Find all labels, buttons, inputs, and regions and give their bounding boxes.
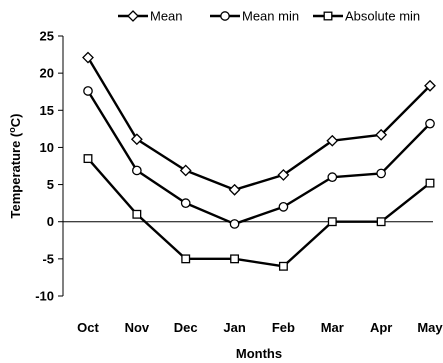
series-mean-min — [83, 86, 435, 229]
data-point — [181, 254, 191, 264]
x-tick-label: Nov — [125, 320, 150, 335]
data-point — [83, 86, 93, 96]
x-tick-label: Mar — [321, 320, 344, 335]
data-point — [278, 261, 288, 271]
y-tick-label: 20 — [40, 66, 54, 81]
y-tick-label: 15 — [40, 103, 54, 118]
y-axis: 25 20 15 10 5 0 -5 -10 — [35, 29, 64, 304]
data-point — [327, 172, 338, 182]
x-tick-label: Jan — [223, 320, 245, 335]
x-tick-label: Apr — [370, 320, 392, 335]
legend-label: Absolute min — [345, 9, 420, 24]
y-axis-title: Temperature (oC) — [7, 114, 23, 219]
data-point — [228, 183, 241, 196]
data-point — [179, 164, 192, 177]
data-point — [82, 51, 94, 64]
legend-label: Mean min — [242, 9, 299, 24]
legend-marker — [127, 10, 139, 22]
data-point — [230, 254, 240, 264]
data-point — [425, 118, 435, 129]
y-tick-label: 10 — [40, 140, 54, 155]
data-point — [132, 209, 142, 219]
series-line — [86, 56, 431, 191]
legend-item: Mean min — [210, 9, 299, 24]
data-point — [376, 217, 386, 227]
series-line — [86, 90, 431, 226]
legend: Mean Mean min Absolute min — [118, 9, 420, 24]
x-tick-label: Oct — [77, 320, 99, 335]
x-tick-label: Dec — [174, 320, 198, 335]
data-point — [375, 128, 388, 141]
legend-marker — [323, 11, 333, 21]
legend-marker — [220, 11, 230, 21]
x-axis-title: Months — [236, 346, 282, 361]
legend-label: Mean — [150, 9, 183, 24]
series-mean — [82, 51, 436, 196]
x-tick-label: Feb — [272, 320, 295, 335]
y-tick-label: 5 — [47, 177, 54, 192]
y-tick-label: 25 — [40, 29, 54, 44]
data-point — [277, 168, 290, 181]
series-absolute-min — [83, 154, 435, 271]
data-point — [424, 79, 436, 92]
data-point — [278, 202, 289, 212]
legend-item: Mean — [118, 9, 183, 24]
y-tick-label: 0 — [47, 214, 54, 229]
data-point — [180, 198, 191, 208]
x-tick-label: May — [417, 320, 443, 335]
data-point — [83, 154, 93, 164]
data-point — [229, 219, 240, 229]
y-tick-label: -10 — [35, 289, 54, 304]
data-point — [130, 133, 143, 146]
data-point — [425, 178, 435, 188]
series-layer — [82, 51, 436, 271]
data-point — [132, 165, 142, 176]
data-point — [376, 168, 386, 179]
data-point — [327, 217, 337, 227]
series-line — [87, 157, 431, 268]
legend-item: Absolute min — [313, 9, 420, 24]
x-axis: Oct Nov Dec Jan Feb Mar Apr May — [63, 221, 443, 335]
data-point — [326, 134, 339, 147]
y-tick-label: -5 — [42, 251, 54, 266]
